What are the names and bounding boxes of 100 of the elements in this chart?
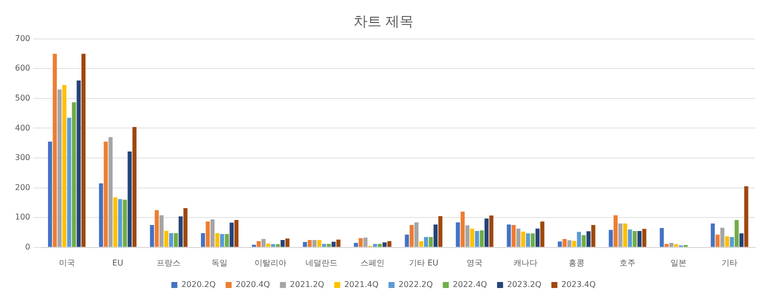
- bar: [164, 230, 168, 247]
- bar: [660, 228, 664, 247]
- bar: [354, 242, 358, 247]
- x-tick-label: 홍콩: [568, 258, 585, 268]
- bar: [474, 231, 480, 247]
- legend-label: 2020.4Q: [236, 280, 270, 290]
- bar: [526, 233, 530, 247]
- bar: [160, 215, 164, 247]
- bar: [122, 200, 127, 247]
- bar: [358, 238, 363, 247]
- bar: [410, 225, 414, 247]
- x-tick-label: 프랑스: [156, 258, 181, 268]
- bar: [154, 210, 159, 247]
- y-tick-label: 100: [14, 212, 30, 222]
- x-tick-label: 영국: [466, 258, 483, 268]
- bar: [489, 216, 494, 247]
- bar: [169, 233, 174, 247]
- y-tick-label: 400: [14, 123, 30, 132]
- bar: [586, 231, 591, 247]
- bar: [576, 232, 581, 247]
- y-tick-label: 300: [14, 153, 30, 162]
- y-tick-label: 500: [14, 93, 30, 102]
- bar: [72, 102, 76, 247]
- bar: [424, 236, 428, 247]
- bar: [302, 242, 307, 247]
- bar: [183, 208, 188, 247]
- y-tick-label: 700: [14, 34, 30, 43]
- bar: [132, 127, 136, 247]
- bar: [438, 216, 442, 247]
- bar: [725, 236, 730, 247]
- bar: [730, 236, 734, 247]
- bar: [81, 54, 86, 247]
- bar: [234, 220, 238, 247]
- x-tick-label: 캐나다: [514, 258, 538, 268]
- bar: [512, 225, 516, 247]
- bar: [256, 241, 261, 247]
- bar: [540, 221, 544, 247]
- x-tick-label: 일본: [670, 258, 687, 268]
- bar: [336, 240, 340, 247]
- bar: [378, 244, 382, 247]
- bar: [210, 219, 215, 247]
- bar: [220, 234, 224, 247]
- legend-label: 2022.2Q: [398, 280, 433, 290]
- bar: [558, 241, 562, 247]
- bar: [261, 239, 266, 247]
- bar: [150, 225, 154, 247]
- bar: [674, 244, 678, 247]
- bar: [414, 222, 418, 247]
- bar: [516, 228, 520, 247]
- bar: [317, 240, 322, 247]
- bar: [720, 228, 724, 247]
- bar: [52, 54, 57, 247]
- bar: [716, 234, 720, 247]
- bar: [326, 244, 331, 247]
- bar: [582, 235, 586, 247]
- bar: [373, 244, 378, 247]
- x-tick-label: 독일: [212, 258, 228, 268]
- bar: [562, 239, 567, 247]
- y-tick-label: 600: [14, 64, 30, 73]
- y-tick-label: 0: [25, 242, 30, 252]
- bar: [363, 238, 368, 247]
- bar: [614, 215, 618, 247]
- bar: [591, 225, 596, 247]
- legend-label: 2023.4Q: [561, 280, 596, 290]
- bar: [215, 233, 220, 247]
- legend-label: 2023.2Q: [507, 280, 542, 290]
- bar: [669, 242, 674, 247]
- legend-label: 2021.2Q: [290, 280, 324, 290]
- bar: [664, 244, 669, 247]
- bar: [628, 230, 632, 247]
- bar: [567, 240, 572, 247]
- x-tick-label: 스페인: [360, 258, 385, 268]
- bar: [744, 186, 748, 247]
- bar: [67, 118, 72, 247]
- x-tick-label: 이탈리아: [254, 258, 287, 268]
- x-tick-label: 호주: [620, 258, 636, 268]
- bar: [108, 137, 113, 247]
- bar: [266, 244, 270, 247]
- bar: [623, 224, 628, 247]
- bar: [312, 240, 317, 247]
- bar: [404, 234, 409, 247]
- bar: [428, 236, 433, 247]
- bar: [230, 222, 234, 247]
- x-tick-label: EU: [112, 258, 124, 268]
- bar: [480, 230, 484, 247]
- bar: [332, 242, 336, 247]
- bar: [48, 142, 52, 247]
- bar: [382, 242, 387, 247]
- bar: [506, 224, 511, 247]
- x-tick-label: 기타 EU: [408, 258, 438, 268]
- x-tick-label: 미국: [58, 258, 75, 268]
- bar: [62, 84, 66, 247]
- bar: [484, 218, 489, 247]
- legend-label: 2020.2Q: [181, 280, 216, 290]
- x-tick-label: 기타: [722, 258, 738, 268]
- legend-label: 2022.4Q: [452, 280, 488, 290]
- bar: [637, 231, 642, 247]
- chart-title: 차트 제목: [353, 14, 414, 30]
- bar: [456, 222, 460, 247]
- bar: [739, 233, 744, 247]
